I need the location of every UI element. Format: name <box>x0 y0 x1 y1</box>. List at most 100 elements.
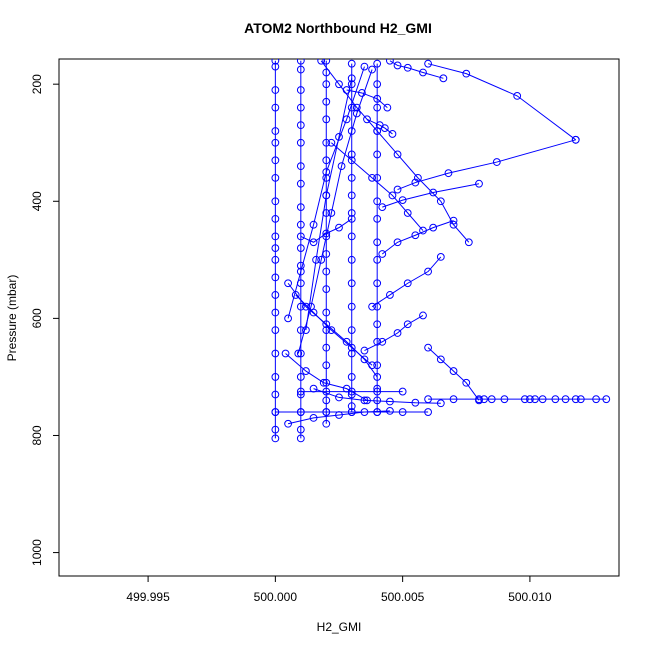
data-point <box>347 173 356 182</box>
data-point <box>296 387 305 396</box>
data-point <box>271 62 280 71</box>
series-19 <box>284 279 382 381</box>
data-point <box>475 395 483 404</box>
data-point <box>373 173 382 182</box>
data-point <box>373 214 382 223</box>
data-point <box>317 59 326 65</box>
y-tick-label: 200 <box>30 74 44 94</box>
data-point <box>419 226 427 235</box>
data-point <box>449 220 458 229</box>
series-17 <box>302 74 356 334</box>
data-point <box>571 135 580 144</box>
data-series-group <box>271 59 611 443</box>
series-line <box>287 66 365 319</box>
data-point <box>347 80 356 89</box>
data-point <box>360 62 369 71</box>
data-point <box>271 59 280 65</box>
data-point <box>373 320 382 329</box>
data-point <box>347 279 356 288</box>
data-point <box>322 285 331 294</box>
data-point <box>380 124 389 132</box>
series-3 <box>322 59 331 428</box>
data-point <box>296 179 305 188</box>
data-point <box>436 197 445 206</box>
data-point <box>373 94 382 103</box>
series-1 <box>271 59 280 443</box>
series-10 <box>378 216 458 258</box>
data-point <box>360 346 369 355</box>
series-line <box>300 218 353 243</box>
series-line <box>364 315 424 352</box>
series-line <box>313 388 441 404</box>
data-point <box>271 326 280 334</box>
data-point <box>296 203 305 212</box>
data-point <box>296 103 305 112</box>
data-point <box>296 408 305 416</box>
x-axis: 499.995 500.000 500.005 500.010 <box>126 575 552 604</box>
data-point <box>322 229 331 238</box>
data-point <box>309 414 318 422</box>
data-point <box>373 361 382 370</box>
x-tick-label: 500.005 <box>381 590 425 604</box>
data-point <box>449 367 458 375</box>
series-23 <box>271 408 432 416</box>
data-point <box>378 337 387 346</box>
data-point <box>373 337 382 346</box>
data-point <box>296 425 305 434</box>
data-point <box>296 86 305 94</box>
data-point <box>360 408 369 416</box>
data-point <box>475 179 483 188</box>
data-point <box>373 279 382 288</box>
x-tick-label: 499.995 <box>126 590 170 604</box>
data-point <box>271 232 280 241</box>
data-point <box>296 138 305 147</box>
data-point <box>373 80 382 89</box>
data-point <box>281 349 290 358</box>
data-point <box>386 406 394 415</box>
data-point <box>271 197 280 206</box>
data-point <box>296 267 305 276</box>
series-line <box>297 69 373 354</box>
data-point <box>424 59 432 68</box>
data-point <box>296 121 305 130</box>
data-point <box>347 255 356 264</box>
data-point <box>602 395 611 404</box>
series-11 <box>368 253 445 311</box>
data-point <box>403 279 412 288</box>
data-point <box>271 156 280 165</box>
data-point <box>271 349 280 358</box>
series-line <box>389 60 444 79</box>
series-22 <box>424 395 611 404</box>
data-point <box>302 367 310 375</box>
data-point <box>271 308 280 317</box>
data-point <box>414 173 422 182</box>
series-12 <box>360 311 427 355</box>
series-line <box>427 347 480 401</box>
data-point <box>378 250 387 258</box>
data-point <box>322 419 331 428</box>
data-point <box>296 162 305 171</box>
data-point <box>424 267 432 276</box>
data-point <box>386 59 394 65</box>
data-point <box>500 395 509 404</box>
data-point <box>284 279 292 288</box>
data-point <box>335 393 343 402</box>
data-point <box>271 127 280 135</box>
data-point <box>284 419 292 428</box>
data-point <box>551 395 560 404</box>
x-axis-label: H2_GMI <box>317 620 362 634</box>
data-point <box>271 214 280 223</box>
data-point <box>309 238 318 247</box>
data-point <box>302 302 310 311</box>
series-line <box>371 256 442 308</box>
data-point <box>424 395 432 404</box>
chart-title: ATOM2 Northbound H2_GMI <box>244 20 432 36</box>
series-line <box>295 294 373 366</box>
data-point <box>513 91 522 100</box>
data-point <box>296 59 305 65</box>
data-point <box>296 220 305 229</box>
data-point <box>271 86 280 94</box>
data-point <box>322 267 331 276</box>
series-line <box>427 63 577 141</box>
data-point <box>322 115 331 124</box>
